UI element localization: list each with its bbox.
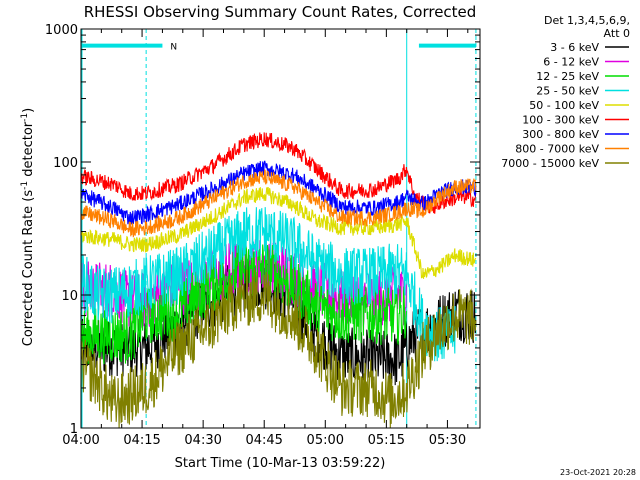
y-tick-label: 1000 bbox=[45, 23, 78, 38]
plot-area: N bbox=[80, 29, 477, 429]
x-tick-label: 04:00 bbox=[62, 433, 99, 448]
legend-label: 800 - 7000 keV bbox=[515, 143, 599, 156]
x-tick-label: 04:30 bbox=[184, 433, 221, 448]
x-tick-label: 05:00 bbox=[307, 433, 344, 448]
legend-label: 7000 - 15000 keV bbox=[501, 157, 599, 170]
legend-label: 12 - 25 keV bbox=[536, 70, 599, 83]
y-axis-label: Corrected Count Rate (s-1 detector-1) bbox=[20, 108, 36, 346]
legend-header-1: Det 1,3,4,5,6,9, bbox=[544, 14, 630, 27]
series-line-7 bbox=[80, 169, 477, 238]
series-line-3 bbox=[80, 207, 456, 362]
x-axis-label: Start Time (10-Mar-13 03:59:22) bbox=[175, 456, 386, 471]
legend-label: 300 - 800 keV bbox=[522, 128, 599, 141]
legend-header-2: Att 0 bbox=[604, 27, 630, 40]
axes: 04:00 04:15 04:30 04:45 05:00 05:15 05:30 1 10 10… bbox=[45, 23, 481, 448]
legend-label: 3 - 6 keV bbox=[550, 41, 599, 54]
legend-label: 6 - 12 keV bbox=[543, 56, 599, 69]
y-tick-label: 10 bbox=[61, 289, 78, 304]
plot-frame bbox=[80, 28, 481, 429]
legend-label: 50 - 100 keV bbox=[529, 99, 599, 112]
legend-label: 25 - 50 keV bbox=[536, 85, 599, 98]
series-line-8 bbox=[80, 269, 477, 429]
series-line-5 bbox=[80, 132, 477, 214]
series-line-6 bbox=[80, 160, 477, 225]
x-tick-label: 05:30 bbox=[429, 433, 466, 448]
x-tick-label: 04:45 bbox=[245, 433, 282, 448]
night-marker: N bbox=[170, 43, 177, 53]
series-line-4 bbox=[80, 187, 477, 279]
y-tick-label: 1 bbox=[70, 422, 78, 437]
x-tick-label: 05:15 bbox=[368, 433, 405, 448]
y-tick-label: 100 bbox=[53, 156, 78, 171]
x-tick-label: 04:15 bbox=[123, 433, 160, 448]
legend-label: 100 - 300 keV bbox=[522, 114, 599, 127]
timestamp: 23-Oct-2021 20:28 bbox=[560, 468, 636, 477]
chart-title: RHESSI Observing Summary Count Rates, Co… bbox=[84, 3, 477, 21]
